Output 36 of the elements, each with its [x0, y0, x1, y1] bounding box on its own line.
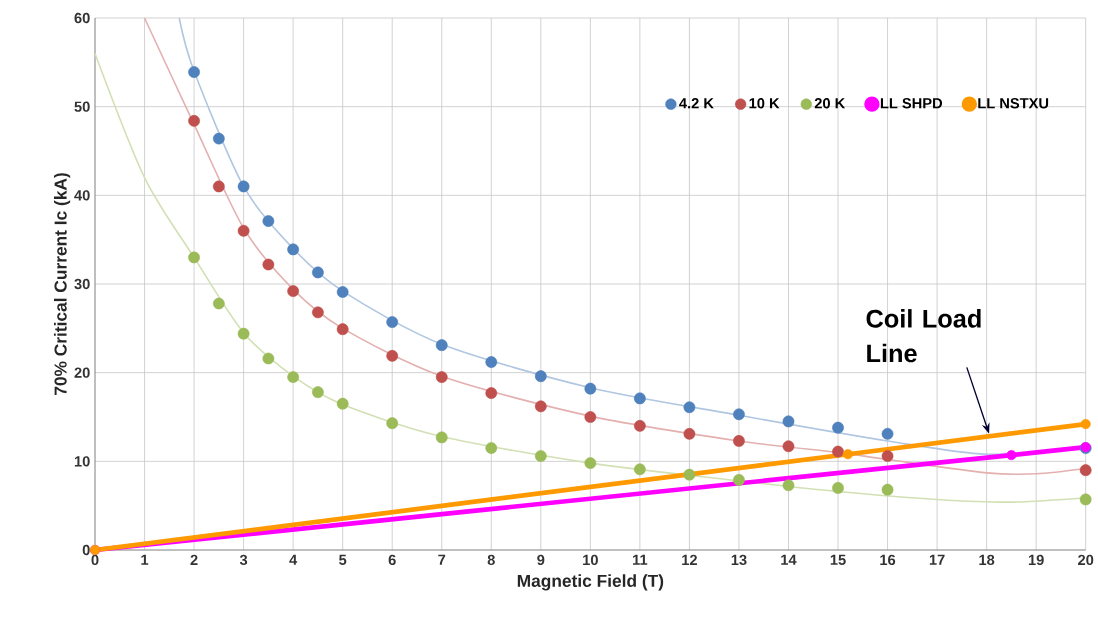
y-tick-label: 30 — [74, 278, 90, 290]
legend-label: 20 K — [814, 98, 846, 109]
y-tick-label: 0 — [82, 544, 90, 556]
x-tick-label: 5 — [339, 554, 347, 565]
legend-label: 4.2 K — [679, 98, 714, 109]
x-axis-title: Magnetic Field (T) — [517, 574, 664, 591]
y-tick-label: 50 — [74, 101, 90, 112]
x-tick-label: 8 — [487, 554, 495, 566]
x-tick-label: 11 — [633, 554, 648, 565]
x-tick-label: 7 — [438, 554, 446, 565]
x-tick-label: 19 — [1028, 554, 1044, 566]
x-tick-label: 20 — [1078, 554, 1094, 566]
y-tick-label: 60 — [74, 12, 90, 24]
x-tick-label: 6 — [388, 554, 396, 566]
x-tick-label: 17 — [929, 554, 945, 565]
y-tick-label: 40 — [74, 190, 90, 201]
x-tick-label: 12 — [682, 554, 697, 565]
legend-label: 10 K — [749, 98, 780, 109]
x-tick-label: 13 — [731, 554, 747, 566]
x-tick-label: 3 — [239, 554, 248, 566]
x-tick-label: 1 — [141, 554, 149, 565]
y-tick-label: 20 — [74, 367, 90, 378]
annotation: Coil Load Line — [866, 309, 981, 363]
x-tick-label: 2 — [190, 554, 198, 565]
legend-label: LL SHPD — [880, 98, 943, 109]
x-tick-label: 4 — [289, 554, 298, 565]
x-tick-label: 9 — [537, 554, 545, 566]
x-tick-label: 18 — [979, 554, 995, 566]
x-tick-label: 16 — [880, 554, 896, 566]
y-axis-title: 70% Critical Current Ic (kA) — [53, 173, 71, 395]
x-tick-label: 14 — [781, 554, 797, 565]
y-tick-label: 10 — [74, 456, 90, 467]
x-tick-label: 15 — [830, 554, 846, 565]
x-tick-label: 10 — [583, 554, 598, 566]
x-tick-label: 0 — [91, 554, 99, 566]
legend-label: LL NSTXU — [978, 98, 1049, 109]
